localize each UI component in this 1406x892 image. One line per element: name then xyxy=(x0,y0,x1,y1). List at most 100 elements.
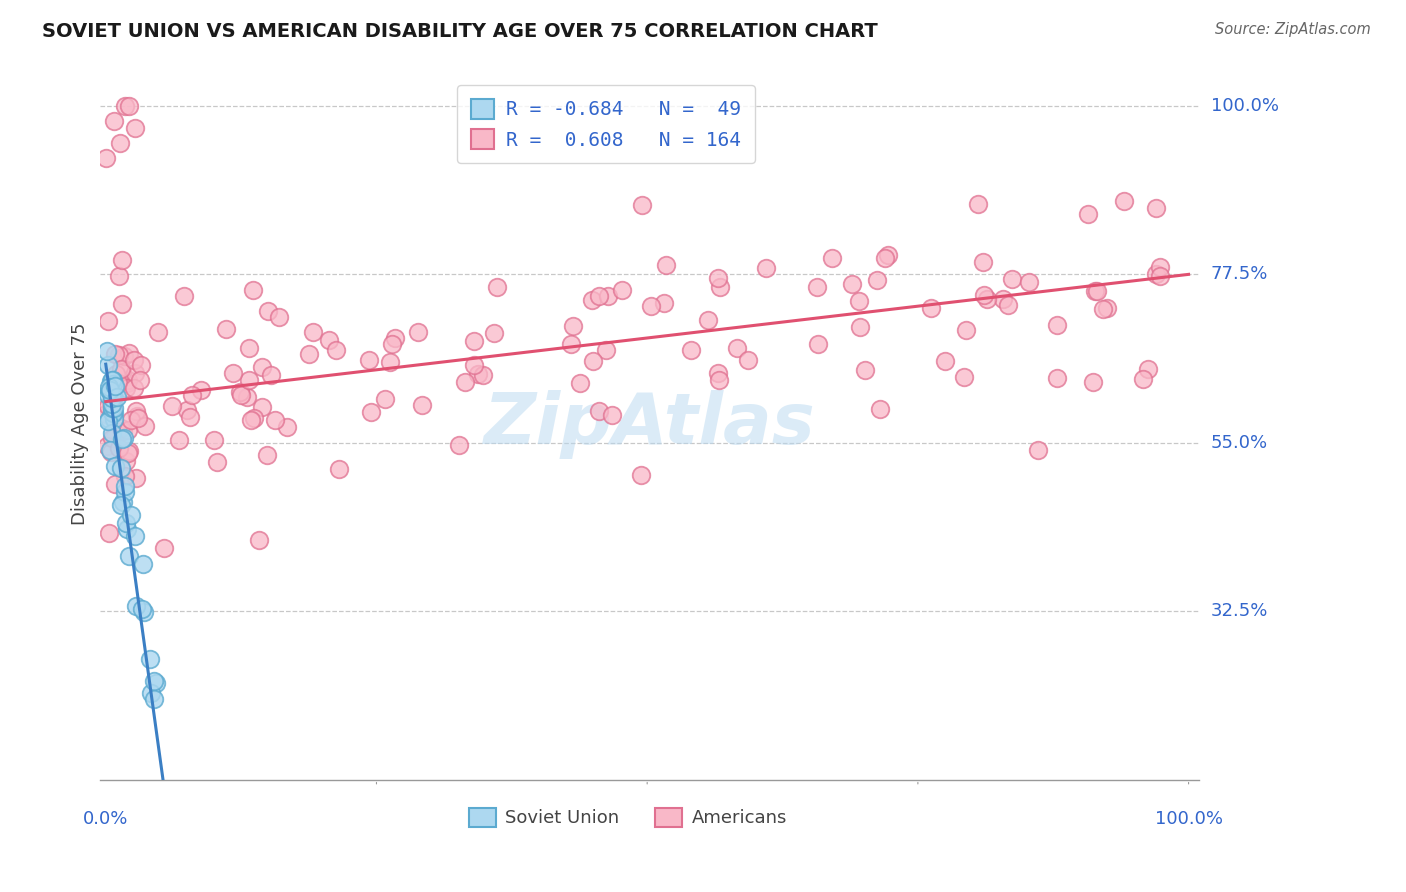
Point xyxy=(115,516,138,531)
Point xyxy=(610,283,633,297)
Point xyxy=(848,294,870,309)
Point xyxy=(108,441,131,455)
Point xyxy=(256,304,278,318)
Point xyxy=(202,433,225,447)
Point xyxy=(124,121,146,136)
Point xyxy=(247,533,270,547)
Point xyxy=(596,289,619,303)
Point xyxy=(1001,271,1024,285)
Point xyxy=(238,373,260,387)
Point xyxy=(807,337,830,351)
Point xyxy=(1144,267,1167,281)
Point xyxy=(98,412,121,426)
Point xyxy=(98,380,121,394)
Point xyxy=(467,367,489,381)
Text: 55.0%: 55.0% xyxy=(1211,434,1268,451)
Point xyxy=(179,409,201,424)
Point xyxy=(755,261,778,276)
Point xyxy=(222,366,245,380)
Point xyxy=(562,318,585,333)
Point xyxy=(96,343,118,358)
Point xyxy=(877,248,900,262)
Point xyxy=(142,692,165,706)
Point xyxy=(1026,443,1049,458)
Point xyxy=(1149,260,1171,274)
Point xyxy=(328,461,350,475)
Point xyxy=(463,358,485,372)
Point xyxy=(143,673,166,688)
Point xyxy=(125,471,148,485)
Point xyxy=(120,413,142,427)
Point xyxy=(97,526,120,541)
Point xyxy=(124,366,146,380)
Point xyxy=(117,446,139,460)
Point xyxy=(707,373,730,387)
Point xyxy=(97,358,120,372)
Point xyxy=(357,352,380,367)
Point xyxy=(97,388,120,402)
Point xyxy=(652,296,675,310)
Point xyxy=(236,391,259,405)
Point xyxy=(806,280,828,294)
Point xyxy=(118,346,141,360)
Point xyxy=(955,323,977,337)
Point xyxy=(630,468,652,483)
Point xyxy=(1085,284,1108,298)
Point xyxy=(108,136,131,151)
Point xyxy=(486,279,509,293)
Point xyxy=(139,652,162,666)
Point xyxy=(1018,275,1040,289)
Point xyxy=(110,253,132,268)
Point xyxy=(162,400,184,414)
Point xyxy=(853,363,876,377)
Point xyxy=(276,419,298,434)
Point xyxy=(381,337,404,351)
Point xyxy=(1144,202,1167,216)
Legend: Soviet Union, Americans: Soviet Union, Americans xyxy=(461,801,794,835)
Point xyxy=(581,293,603,307)
Point xyxy=(104,476,127,491)
Point xyxy=(655,258,678,272)
Point xyxy=(117,423,139,437)
Point xyxy=(122,381,145,395)
Point xyxy=(976,292,998,306)
Point xyxy=(107,376,129,390)
Point xyxy=(101,373,124,387)
Point xyxy=(114,454,136,468)
Point xyxy=(997,298,1019,312)
Point xyxy=(681,343,703,357)
Point xyxy=(380,355,402,369)
Point xyxy=(115,376,138,391)
Point xyxy=(118,549,141,563)
Point xyxy=(104,379,127,393)
Point xyxy=(103,401,125,415)
Point xyxy=(242,283,264,297)
Text: 100.0%: 100.0% xyxy=(1211,97,1278,115)
Point xyxy=(595,343,617,357)
Point xyxy=(110,421,132,435)
Point xyxy=(111,366,134,380)
Point xyxy=(243,411,266,425)
Point xyxy=(117,373,139,387)
Point xyxy=(101,401,124,415)
Point xyxy=(569,376,592,390)
Point xyxy=(111,425,134,439)
Point xyxy=(463,334,485,348)
Point xyxy=(214,321,236,335)
Point xyxy=(631,198,654,212)
Point xyxy=(709,280,731,294)
Text: ZipAtlas: ZipAtlas xyxy=(484,390,815,458)
Point xyxy=(125,409,148,424)
Point xyxy=(120,508,142,522)
Point xyxy=(1077,207,1099,221)
Point xyxy=(131,557,153,571)
Point xyxy=(260,368,283,382)
Point xyxy=(118,99,141,113)
Point xyxy=(231,388,253,402)
Point xyxy=(1091,302,1114,317)
Point xyxy=(725,341,748,355)
Point xyxy=(103,431,125,445)
Point xyxy=(110,460,132,475)
Point xyxy=(96,152,118,166)
Point xyxy=(145,676,167,690)
